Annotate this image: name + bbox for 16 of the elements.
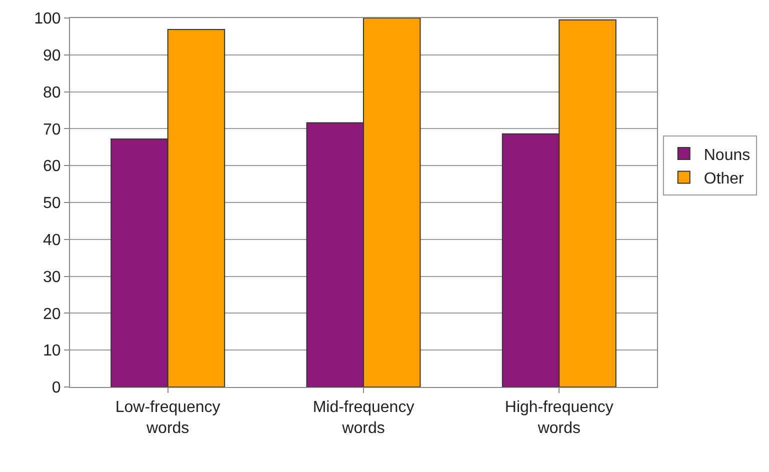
y-tick-label: 20 <box>43 306 61 323</box>
y-tick-label: 60 <box>43 158 61 176</box>
y-tick-label: 90 <box>43 48 61 64</box>
x-tick-label: High-frequency words <box>504 399 614 437</box>
y-tick-label: 30 <box>43 268 61 286</box>
legend-label: Nouns <box>704 146 750 164</box>
y-tick-label: 70 <box>43 121 61 138</box>
y-tick-label: 80 <box>43 84 61 102</box>
y-tick-label: 40 <box>43 232 61 249</box>
y-tick-label: 0 <box>52 380 61 397</box>
y-tick-label: 10 <box>43 342 61 360</box>
y-tick-label: 100 <box>34 10 61 28</box>
legend-label: Other <box>704 170 745 188</box>
x-tick-label: Low-frequency words <box>115 399 220 437</box>
y-tick-label: 50 <box>43 195 61 212</box>
x-tick-label: Mid-frequency words <box>312 399 414 437</box>
